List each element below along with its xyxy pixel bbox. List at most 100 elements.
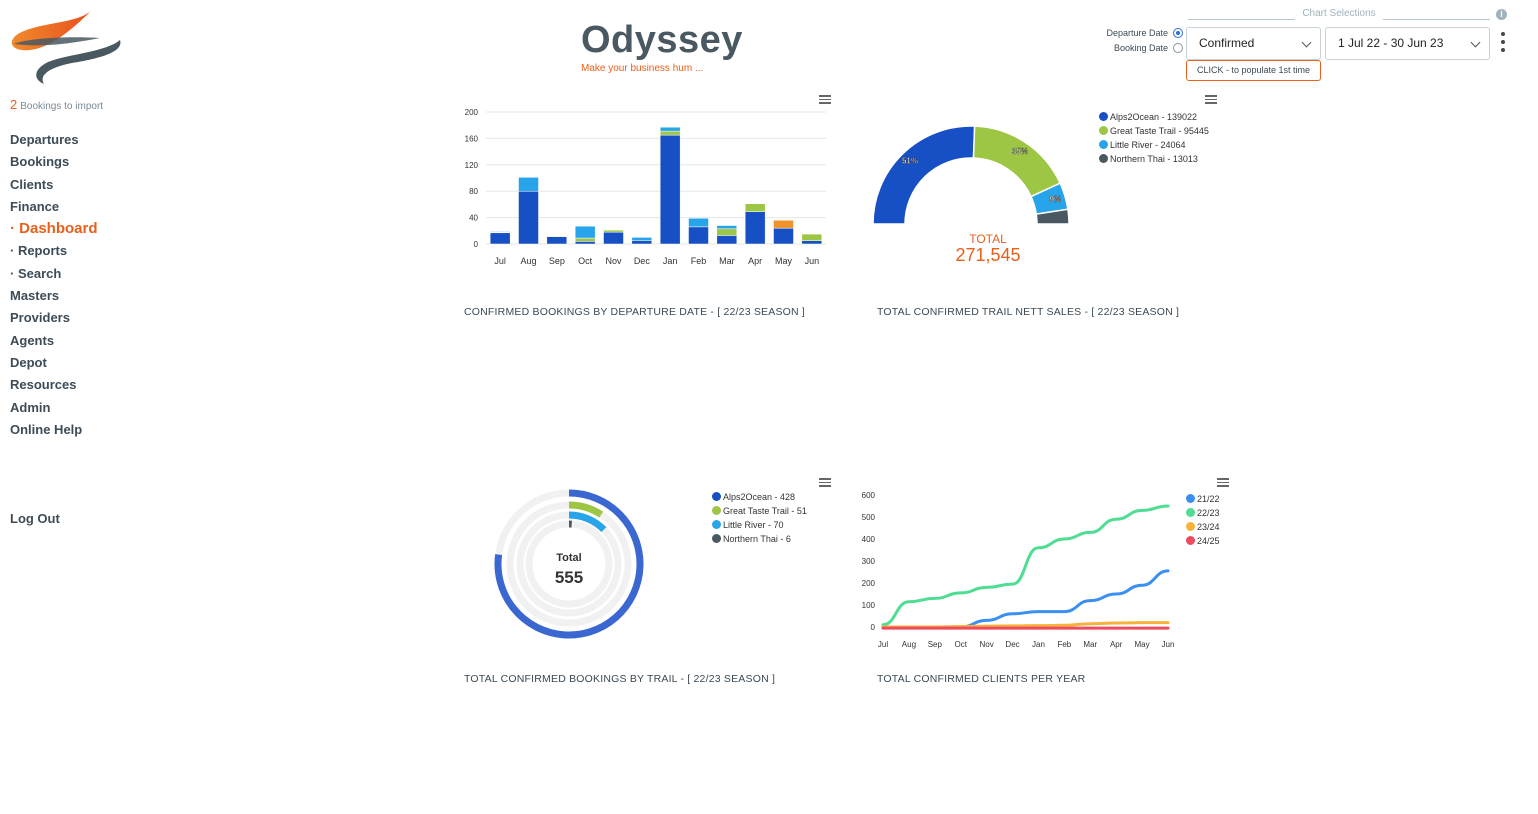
legend-item[interactable]: 22/23 [1186, 506, 1220, 520]
bar-segment[interactable] [603, 229, 624, 233]
bookings-by-trail-chart: Total 555 [494, 489, 644, 639]
bar-segment[interactable] [489, 232, 511, 245]
radial-bar[interactable] [568, 501, 604, 518]
series-line[interactable] [881, 504, 1170, 627]
radio-booking-date-row[interactable]: Booking Date [1098, 42, 1183, 53]
populate-button[interactable]: CLICK - to populate 1st time [1186, 60, 1321, 81]
nav-admin[interactable]: Admin [10, 399, 51, 415]
legend-dot [1186, 522, 1195, 531]
legend-label: Alps2Ocean - 139022 [1110, 112, 1198, 122]
radio-booking-date[interactable] [1173, 42, 1183, 53]
bar-segment[interactable] [801, 240, 823, 245]
bar-segment[interactable] [631, 240, 653, 245]
bar-segment[interactable] [603, 231, 624, 245]
bar-segment[interactable] [546, 235, 568, 237]
info-icon[interactable]: i [1496, 9, 1507, 20]
legend-item[interactable]: Little River - 24064 [1099, 138, 1209, 152]
bar-segment[interactable] [773, 227, 794, 245]
bar-segment[interactable] [631, 237, 653, 241]
more-options-icon[interactable] [1500, 32, 1506, 56]
radial-chart-caption: TOTAL CONFIRMED BOOKINGS BY TRAIL - [ 22… [464, 673, 776, 685]
chart-menu-icon[interactable] [1205, 95, 1217, 104]
legend-item[interactable]: Alps2Ocean - 139022 [1099, 110, 1209, 124]
bar-segment[interactable] [773, 219, 794, 229]
x-tick-label: Sep [928, 640, 943, 649]
legend-item[interactable]: Little River - 70 [712, 518, 807, 532]
nav-agents[interactable]: Agents [10, 332, 55, 348]
pie-slice[interactable] [1035, 208, 1070, 225]
legend-item[interactable]: 23/24 [1186, 520, 1220, 534]
legend-dot [1099, 140, 1108, 149]
legend-label: Alps2Ocean - 428 [723, 492, 796, 502]
bar-segment[interactable] [744, 211, 766, 245]
line-chart-caption: TOTAL CONFIRMED CLIENTS PER YEAR [877, 673, 1086, 685]
nav-dashboard[interactable]: · Dashboard [10, 220, 98, 238]
legend-item[interactable]: Alps2Ocean - 428 [712, 490, 807, 504]
radio-departure-date-row[interactable]: Departure Date [1098, 27, 1183, 38]
y-tick-label: 80 [469, 187, 478, 196]
nav-search[interactable]: · Search [10, 265, 62, 281]
y-tick-label: 600 [862, 491, 876, 500]
nav-reports[interactable]: · Reports [10, 243, 68, 259]
bar-segment[interactable] [574, 225, 596, 239]
nav-clients[interactable]: Clients [10, 176, 54, 192]
legend-label: Northern Thai - 6 [723, 534, 791, 544]
nav-depot[interactable]: Depot [10, 354, 47, 370]
legend-label: Great Taste Trail - 51 [723, 506, 807, 516]
bar-segment[interactable] [518, 177, 539, 192]
date-range-select[interactable]: 1 Jul 22 - 30 Jun 23 [1325, 27, 1490, 60]
bar-segment[interactable] [801, 233, 823, 241]
nav-providers[interactable]: Providers [10, 310, 70, 326]
radio-departure-date[interactable] [1173, 27, 1183, 38]
nav-masters[interactable]: Masters [10, 288, 60, 304]
bar-segment[interactable] [489, 231, 511, 233]
bookings-to-import[interactable]: 2 Bookings to import [10, 97, 103, 112]
status-select[interactable]: Confirmed [1186, 27, 1321, 60]
legend-item[interactable]: Great Taste Trail - 51 [712, 504, 807, 518]
series-line[interactable] [881, 621, 1170, 629]
bar-segment[interactable] [716, 228, 738, 236]
nav-finance[interactable]: Finance [10, 198, 60, 214]
bar-segment[interactable] [688, 218, 709, 228]
bar-segment[interactable] [546, 236, 568, 245]
nav-departures[interactable]: Departures [10, 132, 79, 147]
chart-menu-icon[interactable] [1217, 478, 1229, 487]
total-value: 271,545 [955, 245, 1020, 265]
y-tick-label: 100 [862, 601, 876, 610]
x-tick-label: Mar [719, 256, 735, 266]
y-tick-label: 200 [465, 108, 479, 117]
bar-segment[interactable] [716, 235, 738, 245]
x-tick-label: Jul [878, 640, 888, 649]
bar-segment[interactable] [716, 225, 738, 230]
bar-segment[interactable] [659, 126, 681, 132]
radial-bar[interactable] [568, 511, 607, 533]
logout-link[interactable]: Log Out [10, 511, 60, 526]
nav-online-help[interactable]: Online Help [10, 421, 83, 437]
chart-menu-icon[interactable] [819, 95, 831, 104]
legend-item[interactable]: 21/22 [1186, 492, 1220, 506]
bar-segment[interactable] [744, 203, 766, 212]
nav-resources[interactable]: Resources [10, 377, 77, 393]
chart-menu-icon[interactable] [819, 478, 831, 487]
radio-booking-date-label: Booking Date [1113, 42, 1168, 53]
legend-item[interactable]: 24/25 [1186, 534, 1220, 548]
legend-item[interactable]: Northern Thai - 13013 [1099, 152, 1209, 166]
legend-dot [1186, 536, 1195, 545]
bar-segment[interactable] [659, 134, 681, 245]
pie-slice[interactable] [972, 125, 1062, 198]
nav-bookings[interactable]: Bookings [10, 154, 70, 170]
legend-label: Great Taste Trail - 95445 [1110, 126, 1209, 136]
x-tick-label: Nov [605, 256, 622, 266]
legend-item[interactable]: Great Taste Trail - 95445 [1099, 124, 1209, 138]
x-tick-label: Apr [748, 256, 762, 266]
radial-bar[interactable] [494, 489, 644, 639]
legend-item[interactable]: Northern Thai - 6 [712, 532, 807, 546]
bar-segment[interactable] [659, 130, 681, 136]
bar-segment[interactable] [574, 237, 596, 242]
pie-slice[interactable] [872, 125, 976, 225]
legend-label: Little River - 24064 [1110, 140, 1186, 150]
bar-segment[interactable] [574, 241, 596, 245]
bar-segment[interactable] [688, 226, 709, 245]
bookings-by-departure-chart: 0 40 80 120 160 200 Jul Aug Sep Oct Nov Dec Jan Feb Ma… [465, 108, 826, 266]
bar-segment[interactable] [518, 190, 539, 245]
